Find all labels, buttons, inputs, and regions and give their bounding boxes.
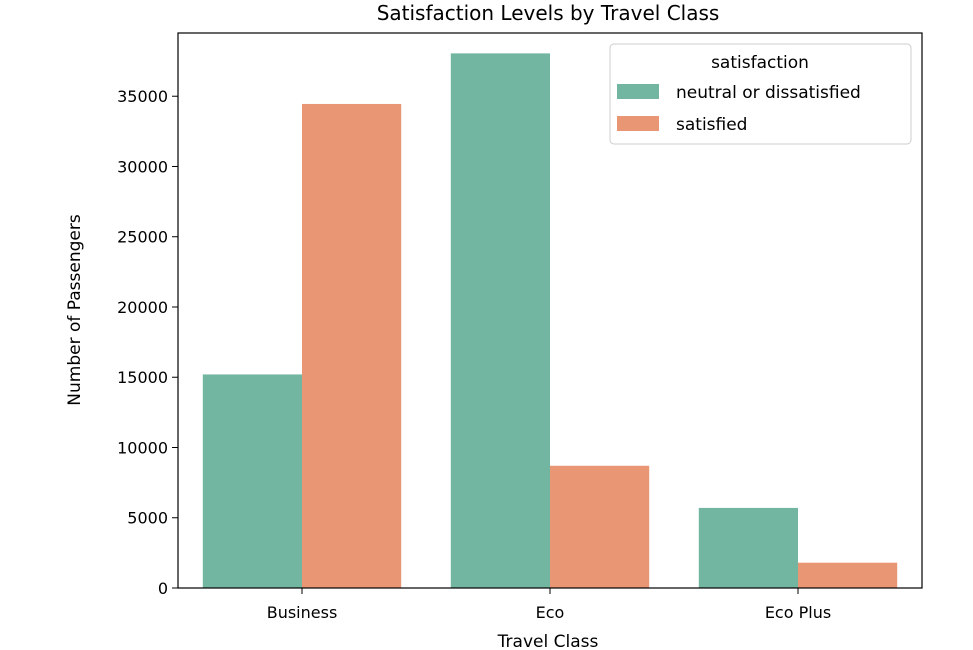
x-axis-label: Travel Class (497, 632, 599, 650)
y-tick-label: 5000 (127, 509, 168, 528)
x-tick-label: Business (267, 603, 338, 622)
x-tick-label: Eco (536, 603, 565, 622)
bar-eco-plus-neutral-or-dissatisfied (698, 507, 798, 588)
y-tick-label: 30000 (117, 157, 168, 176)
bar-business-satisfied (302, 103, 402, 589)
bars-group (202, 53, 898, 589)
legend-title: satisfaction (711, 53, 809, 73)
bar-business-neutral-or-dissatisfied (202, 374, 302, 588)
legend-box (609, 43, 912, 145)
y-axis-ticks: 0 5000 10000 15000 20000 25000 30000 35000 (117, 87, 178, 598)
bar-eco-satisfied (550, 465, 650, 588)
x-tick-label: Eco Plus (765, 603, 831, 622)
legend-swatch-satisfied (617, 116, 659, 131)
chart-title: Satisfaction Levels by Travel Class (377, 1, 720, 25)
plot-frame (177, 32, 923, 589)
y-tick-label: 35000 (117, 87, 168, 106)
y-tick-label: 20000 (117, 298, 168, 317)
legend-label-neutral: neutral or dissatisfied (676, 83, 861, 103)
y-tick-label: 15000 (117, 368, 168, 387)
bar-eco-plus-satisfied (798, 562, 898, 588)
bar-eco-neutral-or-dissatisfied (450, 53, 550, 589)
y-tick-label: 25000 (117, 228, 168, 247)
legend-label-satisfied: satisfied (676, 115, 747, 135)
legend-swatch-neutral (617, 84, 659, 99)
y-tick-label: 10000 (117, 438, 168, 457)
legend: satisfaction neutral or dissatisfied sat… (609, 43, 912, 145)
y-tick-label: 0 (158, 579, 168, 598)
x-axis-ticks: Business Eco Eco Plus (267, 588, 831, 622)
y-axis-label: Number of Passengers (65, 214, 85, 406)
